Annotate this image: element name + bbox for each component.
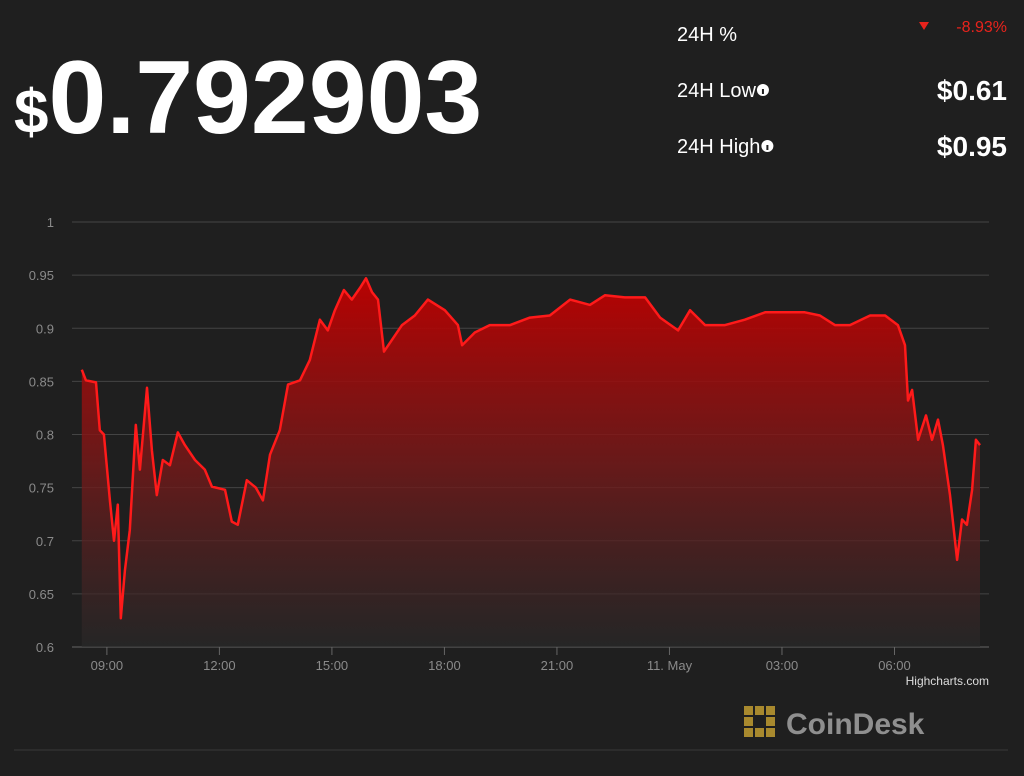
stat-value: $0.95 bbox=[937, 131, 1007, 162]
x-tick-label: 12:00 bbox=[203, 658, 236, 673]
line bbox=[80, 277, 981, 620]
x-tick-label: 21:00 bbox=[541, 658, 574, 673]
price-value: 0.792903 bbox=[48, 40, 482, 156]
y-tick-label: 0.9 bbox=[36, 321, 54, 336]
y-tick-label: 0.75 bbox=[29, 481, 54, 496]
info-icon-mark bbox=[761, 89, 764, 94]
stat-value: $0.61 bbox=[937, 75, 1007, 106]
credit: Highcharts.com bbox=[906, 674, 989, 688]
x-tick-label: 15:00 bbox=[316, 658, 349, 673]
brand: CoinDesk bbox=[786, 708, 925, 741]
y-tick-label: 0.95 bbox=[29, 268, 54, 283]
area bbox=[81, 278, 980, 647]
y-tick-label: 0.85 bbox=[29, 374, 54, 389]
stat-value: -8.93% bbox=[956, 19, 1007, 36]
x-tick-label: 06:00 bbox=[878, 658, 911, 673]
stat-label: 24H % bbox=[677, 24, 737, 46]
x-tick-label: 11. May bbox=[647, 658, 693, 673]
y-tick-label: 0.8 bbox=[36, 428, 54, 443]
y-tick-label: 0.65 bbox=[29, 587, 54, 602]
chart: 0.6 0.65 0.7 0.75 0.8 0.85 0.9 0.95 1 09:00 12:00 1… bbox=[29, 215, 989, 688]
x-tick-label: 03:00 bbox=[766, 658, 799, 673]
currency-symbol: $ bbox=[14, 78, 48, 147]
brand-logo bbox=[744, 706, 775, 737]
y-tick-label: 0.7 bbox=[36, 534, 54, 549]
down-arrow bbox=[919, 22, 929, 30]
x-tick-label: 18:00 bbox=[428, 658, 461, 673]
stat-label: 24H High bbox=[677, 136, 760, 158]
stats: 24H % -8.93% 24H Low $0.61 24H High $0.95 bbox=[677, 19, 1007, 162]
y-tick-label: 1 bbox=[47, 215, 54, 230]
info-icon-mark bbox=[766, 145, 769, 150]
y-tick-label: 0.6 bbox=[36, 640, 54, 655]
x-tick-label: 09:00 bbox=[91, 658, 124, 673]
stat-label: 24H Low bbox=[677, 80, 756, 102]
price: $0.792903 bbox=[14, 40, 482, 156]
